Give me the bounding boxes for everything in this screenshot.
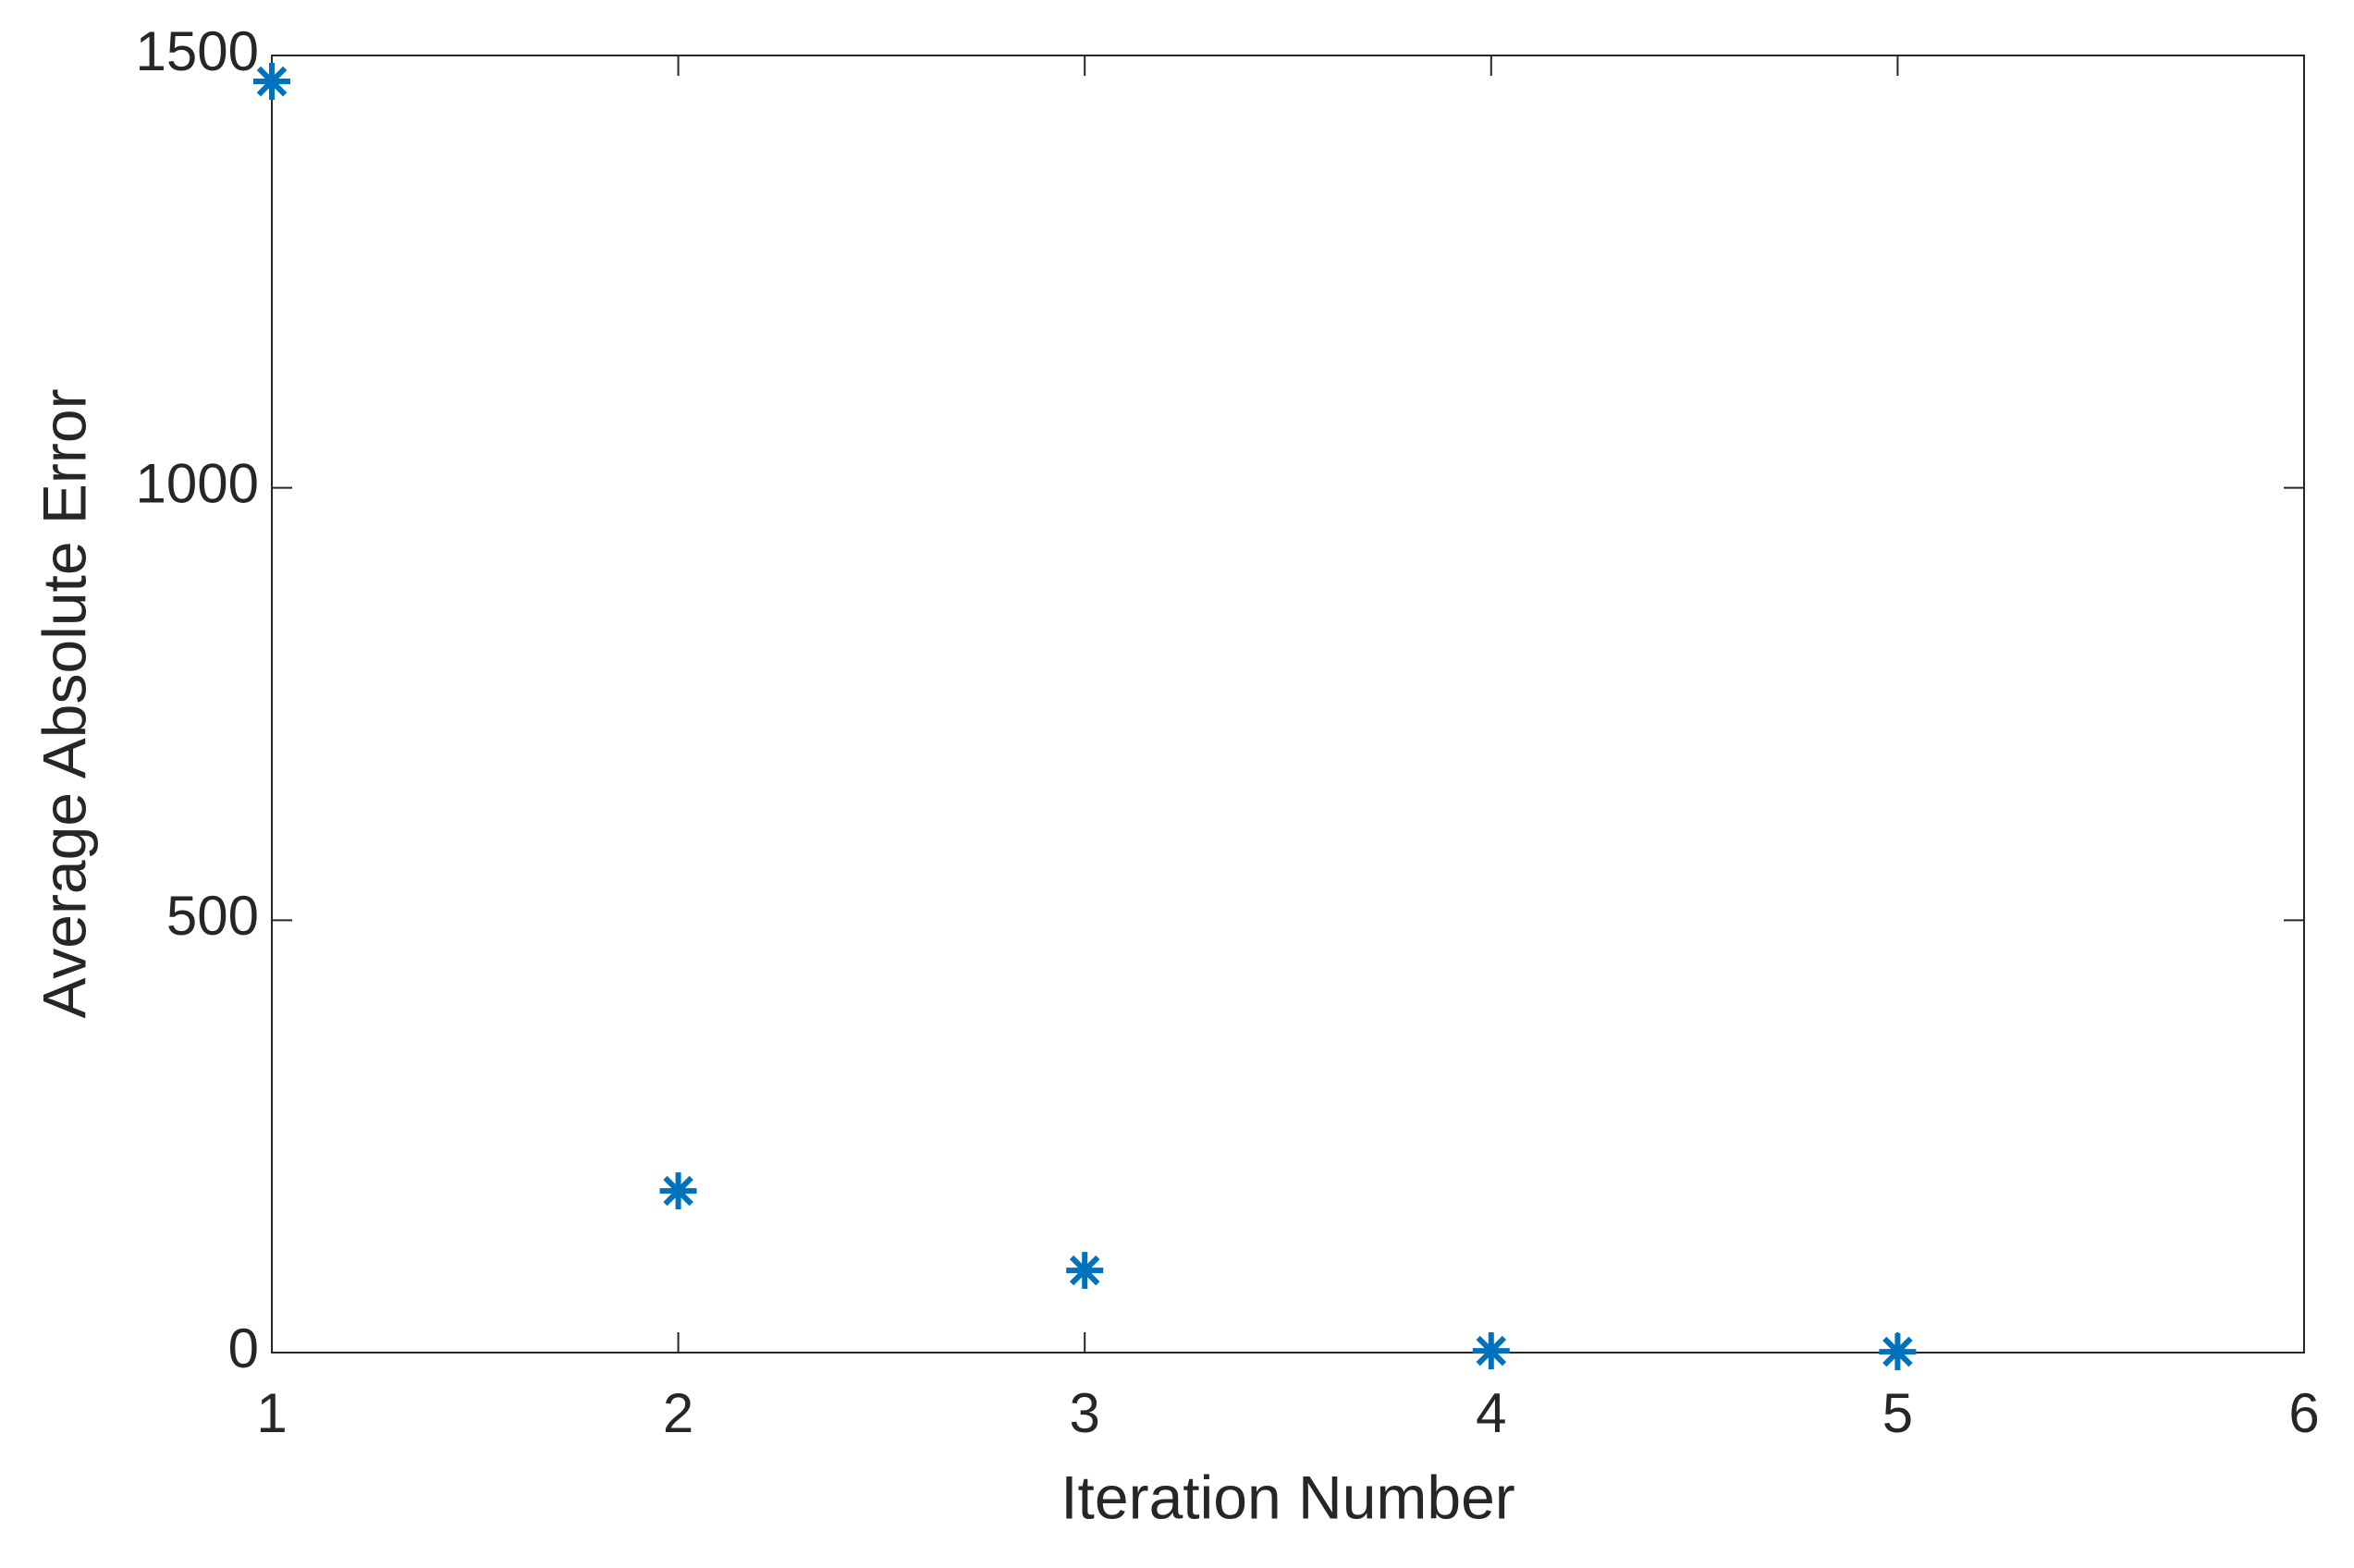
x-tick-label: 2 — [663, 1382, 693, 1444]
x-axis-label: Iteration Number — [1061, 1463, 1515, 1531]
axes-box — [271, 55, 2305, 1354]
data-point — [1472, 1332, 1510, 1370]
y-tick-label: 1500 — [136, 20, 259, 82]
data-point — [1066, 1252, 1104, 1290]
data-point — [659, 1172, 697, 1210]
y-tick-label: 0 — [228, 1317, 259, 1379]
x-tick-label: 1 — [256, 1382, 287, 1444]
y-axis-label: Average Absolute Error — [30, 388, 98, 1018]
y-tick-label: 1000 — [136, 453, 259, 515]
y-tick-label: 500 — [166, 885, 259, 947]
x-tick-label: 5 — [1882, 1382, 1913, 1444]
x-tick-label: 4 — [1476, 1382, 1506, 1444]
x-tick-label: 3 — [1070, 1382, 1100, 1444]
x-tick-label: 6 — [2288, 1382, 2319, 1444]
data-point — [1879, 1333, 1917, 1371]
data-point — [253, 63, 290, 101]
